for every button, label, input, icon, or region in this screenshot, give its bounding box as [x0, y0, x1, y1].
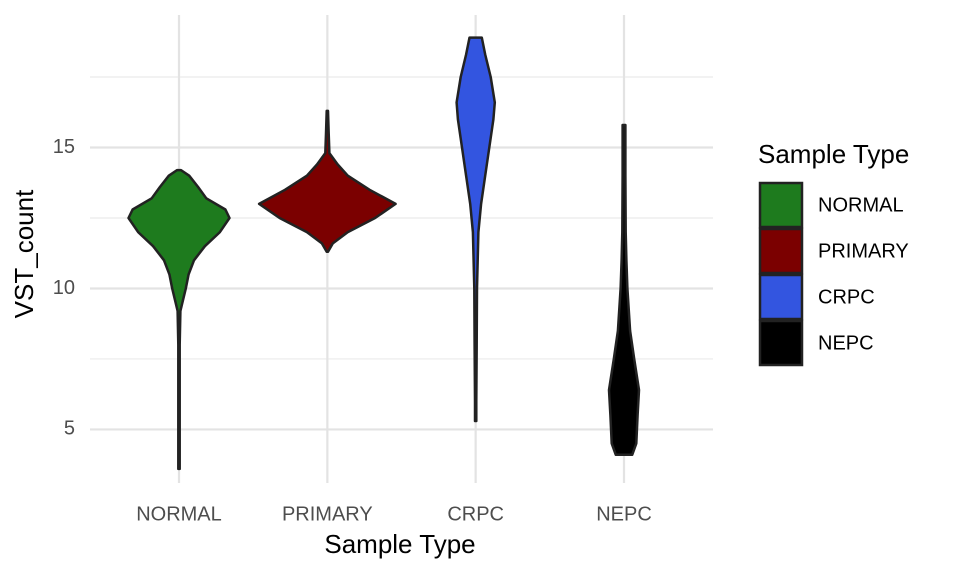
- y-axis-title: VST_count: [9, 189, 39, 318]
- legend-key: [758, 227, 804, 275]
- violin: [127, 168, 231, 471]
- x-tick-label: NORMAL: [136, 503, 222, 525]
- violin: [257, 109, 397, 254]
- x-tick-label: PRIMARY: [282, 503, 373, 525]
- x-axis-title: Sample Type: [324, 529, 475, 559]
- x-tick-label: NEPC: [596, 503, 652, 525]
- legend-key: [758, 319, 804, 367]
- legend-title: Sample Type: [758, 139, 909, 169]
- legend-key: [758, 273, 804, 321]
- y-tick-label: 15: [53, 136, 75, 158]
- legend-label: PRIMARY: [818, 240, 909, 262]
- violin: [607, 123, 641, 457]
- y-tick-label: 5: [64, 418, 75, 440]
- x-tick-label: CRPC: [447, 503, 504, 525]
- y-tick-label: 10: [53, 277, 75, 299]
- legend-key: [758, 181, 804, 229]
- legend-label: CRPC: [818, 286, 875, 308]
- legend-label: NORMAL: [818, 194, 904, 216]
- legend-label: NEPC: [818, 332, 874, 354]
- violin: [455, 36, 497, 423]
